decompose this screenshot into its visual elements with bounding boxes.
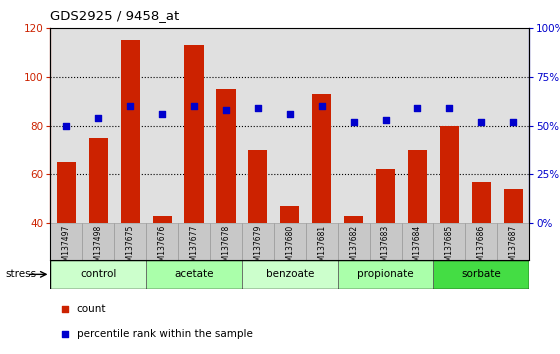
FancyBboxPatch shape bbox=[338, 223, 370, 260]
Text: acetate: acetate bbox=[174, 269, 214, 279]
Text: GSM137680: GSM137680 bbox=[285, 225, 295, 271]
Text: propionate: propionate bbox=[357, 269, 414, 279]
Text: GSM137498: GSM137498 bbox=[94, 225, 103, 271]
Text: percentile rank within the sample: percentile rank within the sample bbox=[77, 329, 253, 339]
Text: GSM137679: GSM137679 bbox=[253, 225, 263, 271]
Bar bbox=[120, 40, 140, 320]
FancyBboxPatch shape bbox=[274, 223, 306, 260]
Text: GSM137682: GSM137682 bbox=[349, 225, 358, 271]
Text: stress: stress bbox=[6, 269, 37, 279]
Point bbox=[349, 119, 358, 125]
Bar bbox=[376, 170, 395, 320]
Bar bbox=[440, 126, 459, 320]
Bar bbox=[248, 150, 268, 320]
Text: sorbate: sorbate bbox=[461, 269, 501, 279]
Bar bbox=[184, 45, 204, 320]
FancyBboxPatch shape bbox=[146, 260, 242, 289]
Bar bbox=[312, 94, 332, 320]
Bar bbox=[408, 150, 427, 320]
Text: GSM137686: GSM137686 bbox=[477, 225, 486, 271]
Point bbox=[94, 115, 103, 121]
Text: GSM137497: GSM137497 bbox=[62, 225, 71, 271]
Point bbox=[317, 103, 326, 109]
FancyBboxPatch shape bbox=[306, 223, 338, 260]
Text: GSM137677: GSM137677 bbox=[189, 225, 199, 271]
Text: GSM137676: GSM137676 bbox=[157, 225, 167, 271]
Text: GSM137687: GSM137687 bbox=[508, 225, 518, 271]
Text: benzoate: benzoate bbox=[265, 269, 314, 279]
FancyBboxPatch shape bbox=[242, 223, 274, 260]
Point bbox=[381, 117, 390, 123]
FancyBboxPatch shape bbox=[497, 223, 529, 260]
FancyBboxPatch shape bbox=[242, 260, 338, 289]
FancyBboxPatch shape bbox=[433, 260, 529, 289]
FancyBboxPatch shape bbox=[465, 223, 497, 260]
Point bbox=[508, 119, 517, 125]
Bar bbox=[472, 182, 491, 320]
Text: GSM137681: GSM137681 bbox=[317, 225, 326, 271]
Point bbox=[253, 105, 262, 111]
FancyBboxPatch shape bbox=[146, 223, 178, 260]
Bar bbox=[57, 162, 76, 320]
Point bbox=[221, 107, 231, 113]
Bar bbox=[344, 216, 363, 320]
Text: GSM137675: GSM137675 bbox=[125, 225, 135, 271]
Text: GSM137685: GSM137685 bbox=[445, 225, 454, 271]
FancyBboxPatch shape bbox=[114, 223, 146, 260]
Bar bbox=[280, 206, 300, 320]
FancyBboxPatch shape bbox=[50, 260, 146, 289]
Text: control: control bbox=[80, 269, 116, 279]
Bar bbox=[216, 89, 236, 320]
Text: GDS2925 / 9458_at: GDS2925 / 9458_at bbox=[50, 9, 180, 22]
Point bbox=[125, 103, 134, 109]
FancyBboxPatch shape bbox=[50, 223, 82, 260]
Text: GSM137678: GSM137678 bbox=[221, 225, 231, 271]
FancyBboxPatch shape bbox=[433, 223, 465, 260]
Point bbox=[189, 103, 198, 109]
Point bbox=[477, 119, 486, 125]
Point bbox=[413, 105, 422, 111]
Text: GSM137684: GSM137684 bbox=[413, 225, 422, 271]
Point bbox=[62, 123, 71, 129]
FancyBboxPatch shape bbox=[370, 223, 402, 260]
Point bbox=[416, 140, 425, 145]
FancyBboxPatch shape bbox=[82, 223, 114, 260]
Point bbox=[285, 111, 295, 117]
Text: count: count bbox=[77, 304, 106, 314]
Text: GSM137683: GSM137683 bbox=[381, 225, 390, 271]
FancyBboxPatch shape bbox=[402, 223, 433, 260]
Bar bbox=[152, 216, 172, 320]
Point bbox=[445, 105, 454, 111]
FancyBboxPatch shape bbox=[338, 260, 433, 289]
FancyBboxPatch shape bbox=[210, 223, 242, 260]
FancyBboxPatch shape bbox=[178, 223, 210, 260]
Bar bbox=[88, 138, 108, 320]
Bar bbox=[503, 189, 523, 320]
Point bbox=[158, 111, 167, 117]
